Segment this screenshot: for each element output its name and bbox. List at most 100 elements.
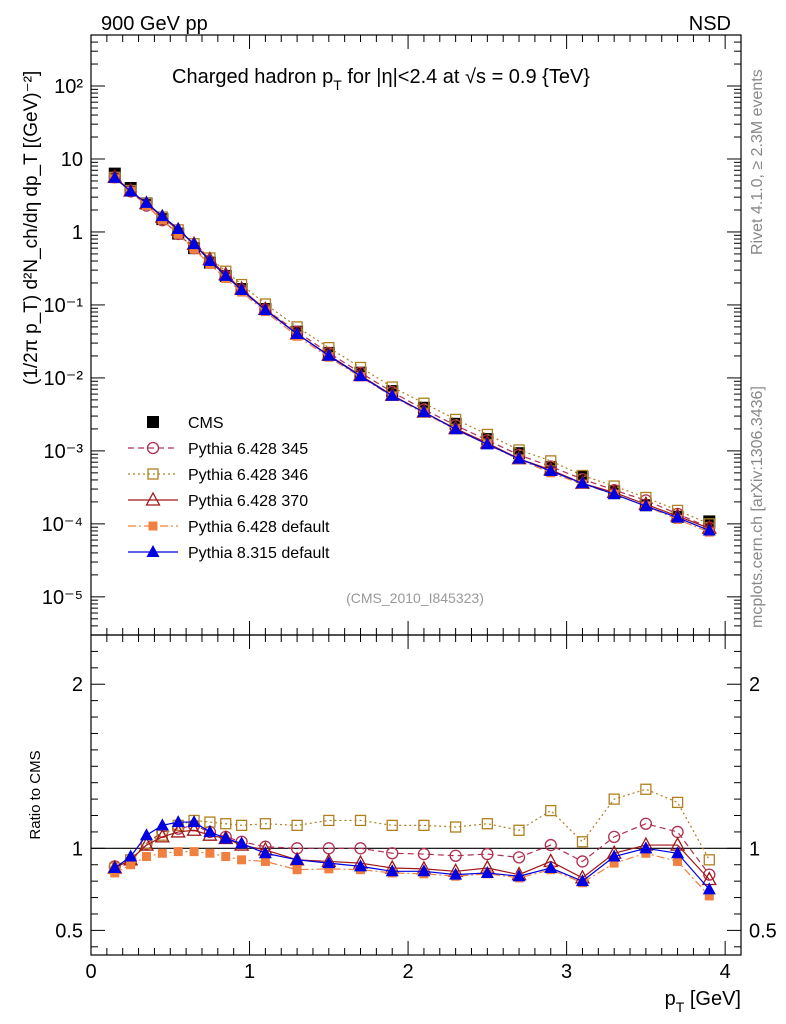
main-y-tick-label: 10 (61, 149, 83, 171)
main-series-line (114, 177, 710, 532)
x-axis-label: pT [GeV] (665, 988, 741, 1015)
x-tick-label: 4 (720, 961, 731, 983)
legend-label: Pythia 8.315 default (188, 545, 330, 562)
ratio-data-point (138, 836, 155, 851)
legend-marker (145, 491, 161, 506)
ratio-data-point (354, 842, 367, 855)
main-title: Charged hadron pT for |η|<2.4 at √s = 0.… (172, 66, 590, 93)
ratio-y-tick-labels: 0.5 0.5 1 1 2 2 (55, 674, 777, 942)
ratio-data-point (219, 831, 233, 844)
ratio-data-point (220, 818, 232, 830)
title-part-1: Charged hadron p (172, 66, 333, 88)
ratio-data-point (608, 793, 620, 805)
main-data-point (702, 523, 716, 536)
legend-marker (148, 521, 158, 531)
ratio-data-point (418, 819, 430, 832)
x-label-part-2: [GeV] (684, 988, 741, 1010)
legend-label: Pythia 6.428 370 (188, 493, 308, 510)
ratio-y-tick-label: 2 (749, 674, 760, 696)
ratio-data-point (512, 869, 526, 882)
ratio-data-point (576, 836, 589, 848)
ratio-y-tick-label: 1 (72, 838, 83, 860)
ratio-data-point (186, 821, 202, 836)
main-data-point (171, 221, 185, 234)
main-y-tick-labels: 10⁻⁵ 10⁻⁴ 10⁻³ 10⁻² 10⁻¹ 1 10 10² (42, 76, 84, 609)
ratio-data-point (480, 865, 494, 878)
rivet-version-label: Rivet 4.1.0, ≥ 2.3M events (749, 69, 766, 255)
ratio-axis-ticks (90, 634, 742, 955)
ratio-data-point (139, 828, 153, 841)
main-data-point (290, 326, 304, 339)
legend: CMS Pythia 6.428 345 Pythia 6.428 346 Pythi… (128, 415, 330, 562)
ratio-series-4 (108, 815, 716, 895)
ratio-data-point (173, 847, 183, 857)
ratio-data-point (221, 852, 231, 862)
main-y-tick-label: 10⁻⁵ (42, 587, 83, 609)
main-data-point (385, 388, 399, 401)
ratio-data-point (385, 864, 399, 877)
ratio-data-point (417, 847, 431, 861)
main-axis-ticks (90, 34, 742, 636)
main-data-point (480, 437, 494, 450)
ratio-data-point (512, 851, 526, 864)
ratio-data-point (354, 814, 367, 827)
ratio-data-point (260, 856, 270, 866)
ratio-data-point (671, 796, 684, 809)
ratio-data-point (449, 849, 462, 862)
legend-label: Pythia 6.428 345 (188, 441, 308, 458)
x-tick-label: 1 (244, 961, 255, 983)
main-data-point (512, 451, 526, 464)
ratio-series-layer (107, 783, 717, 901)
legend-entry: Pythia 6.428 default (128, 519, 330, 536)
legend-marker (146, 441, 160, 455)
ratio-data-point (259, 818, 272, 830)
ratio-data-point (481, 847, 494, 861)
ratio-data-point (544, 838, 557, 852)
ratio-data-point (155, 818, 169, 831)
main-data-point (417, 405, 431, 418)
ratio-data-point (205, 848, 215, 858)
analysis-id-label: (CMS_2010_I845323) (346, 590, 484, 606)
ratio-data-point (449, 867, 463, 880)
ratio-data-point (545, 804, 557, 817)
main-data-point (189, 244, 199, 254)
main-series-layer (107, 167, 717, 537)
main-data-point (671, 510, 685, 523)
ratio-y-tick-label: 0.5 (749, 920, 777, 942)
ratio-series-1 (109, 783, 715, 874)
ratio-data-point (235, 819, 248, 832)
ratio-data-point (292, 865, 302, 875)
title-subscript: T (333, 77, 342, 93)
ratio-data-point (157, 848, 167, 858)
header-left-label: 900 GeV pp (101, 13, 208, 35)
main-series-5 (108, 170, 716, 536)
ratio-y-axis-label: Ratio to CMS (27, 750, 44, 839)
x-label-subscript: T (676, 999, 685, 1015)
ratio-data-point (141, 852, 151, 862)
ratio-data-point (187, 815, 201, 828)
ratio-data-point (639, 841, 653, 854)
main-data-point (544, 464, 558, 477)
ratio-data-point (417, 864, 431, 877)
ratio-data-point (322, 856, 336, 869)
ratio-data-point (639, 817, 653, 830)
ratio-data-point (354, 859, 368, 872)
ratio-series-line (114, 788, 710, 869)
ratio-data-point (673, 856, 683, 866)
ratio-data-point (703, 854, 715, 866)
ratio-data-point (449, 821, 462, 833)
legend-entry: Pythia 8.315 default (128, 545, 330, 562)
ratio-data-point (154, 828, 170, 843)
main-y-axis-label: (1/2π p_T) d²N_ch/dη dp_T [(GeV)⁻²] (21, 71, 42, 385)
ratio-data-point (171, 815, 185, 828)
legend-label: Pythia 6.428 346 (188, 467, 308, 484)
main-y-tick-label: 10⁻³ (44, 441, 84, 463)
main-data-point (139, 195, 153, 208)
ratio-series-3 (110, 847, 714, 901)
main-data-point (322, 348, 336, 361)
legend-entry: Pythia 6.428 346 (128, 467, 308, 484)
ratio-data-point (607, 849, 621, 862)
legend-entry: CMS (147, 415, 224, 432)
main-data-point (203, 254, 217, 267)
